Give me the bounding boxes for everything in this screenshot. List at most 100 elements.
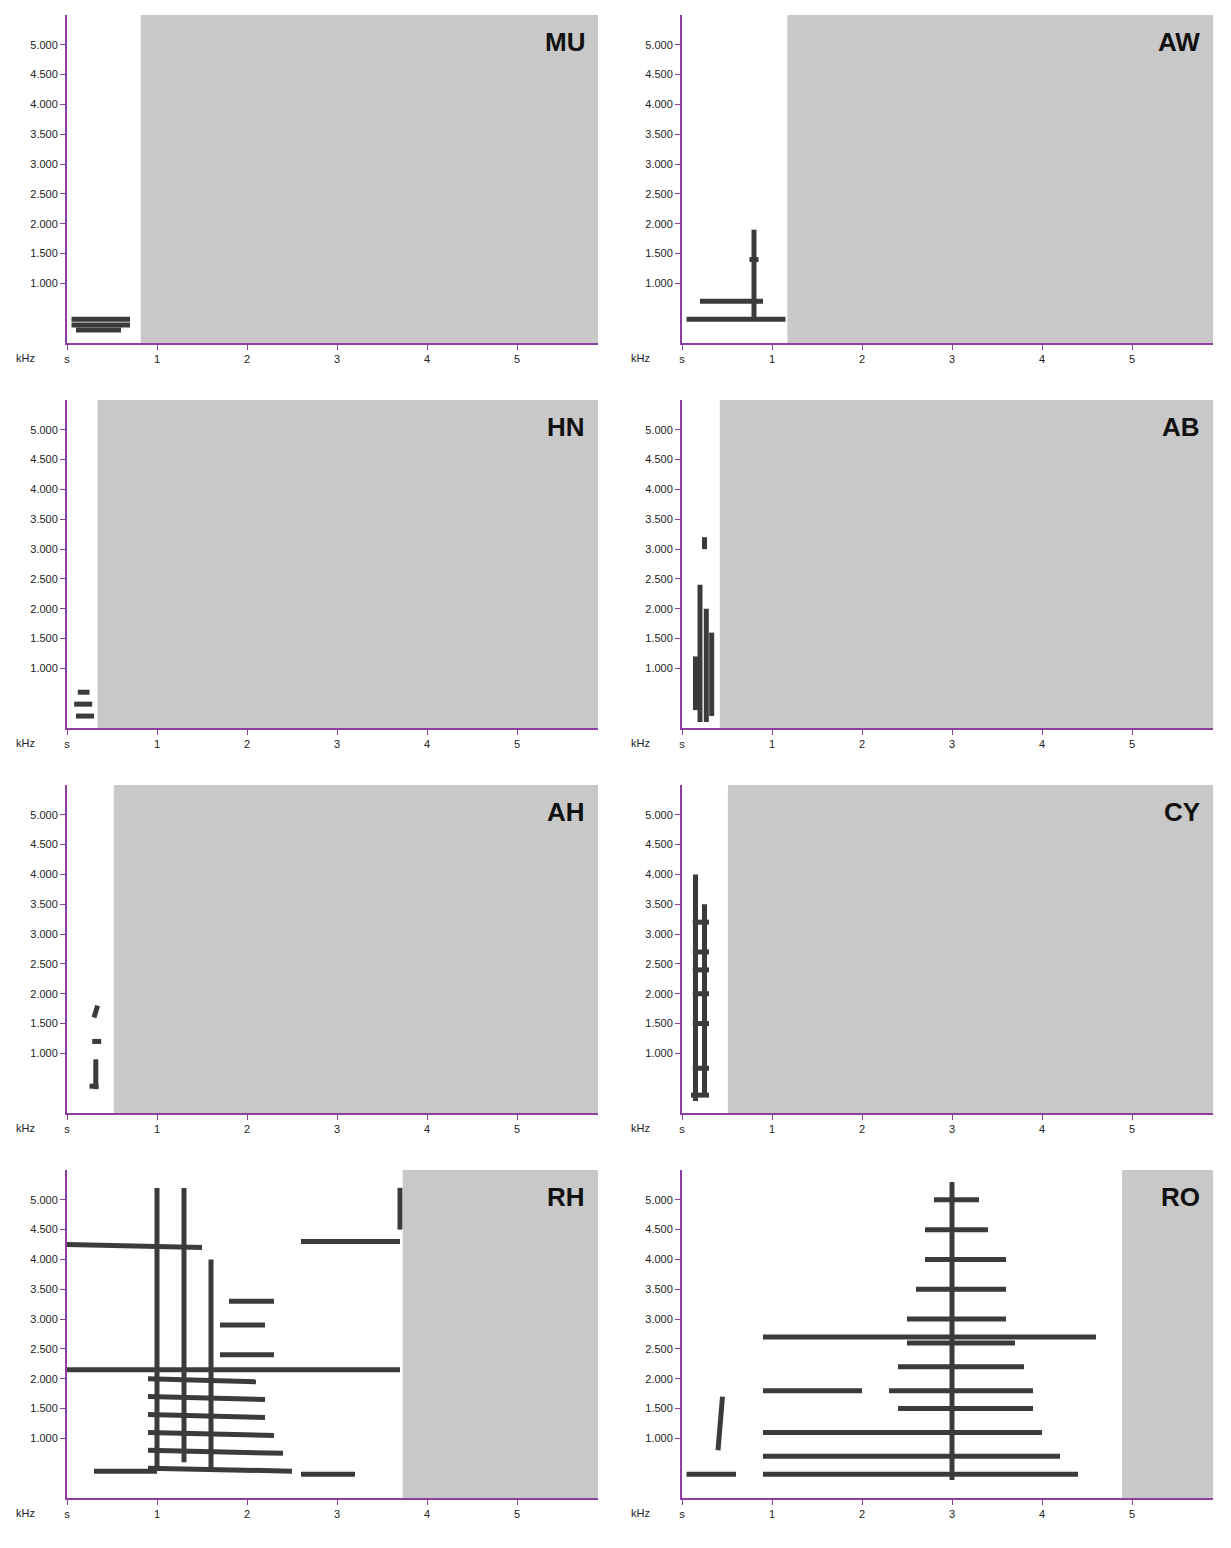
svg-text:1.000: 1.000	[645, 277, 673, 289]
svg-text:4: 4	[1039, 738, 1045, 750]
svg-text:3.000: 3.000	[30, 158, 58, 170]
svg-text:s: s	[64, 353, 70, 365]
svg-text:2.000: 2.000	[645, 218, 673, 230]
svg-text:kHz: kHz	[631, 1122, 650, 1134]
svg-text:CY: CY	[1164, 797, 1200, 827]
svg-text:3.000: 3.000	[645, 543, 673, 555]
svg-text:5: 5	[1129, 353, 1135, 365]
svg-text:kHz: kHz	[16, 1507, 35, 1519]
svg-text:s: s	[679, 1123, 685, 1135]
svg-text:3.500: 3.500	[645, 128, 673, 140]
svg-text:3.500: 3.500	[30, 898, 58, 910]
svg-text:2: 2	[244, 353, 250, 365]
svg-text:2: 2	[244, 1508, 250, 1520]
svg-text:kHz: kHz	[631, 1507, 650, 1519]
svg-text:2: 2	[859, 1123, 865, 1135]
svg-text:kHz: kHz	[631, 352, 650, 364]
svg-text:2.500: 2.500	[645, 188, 673, 200]
svg-text:3.000: 3.000	[645, 158, 673, 170]
svg-text:3.000: 3.000	[30, 1313, 58, 1325]
svg-text:3.000: 3.000	[645, 1313, 673, 1325]
svg-text:3: 3	[334, 1508, 340, 1520]
svg-text:1.000: 1.000	[645, 1432, 673, 1444]
svg-text:5: 5	[514, 738, 520, 750]
svg-text:4.500: 4.500	[645, 838, 673, 850]
svg-text:3.500: 3.500	[30, 128, 58, 140]
svg-text:5.000: 5.000	[30, 809, 58, 821]
svg-text:2.500: 2.500	[645, 573, 673, 585]
svg-text:4.000: 4.000	[30, 868, 58, 880]
svg-text:kHz: kHz	[16, 737, 35, 749]
svg-text:3.000: 3.000	[30, 543, 58, 555]
svg-text:kHz: kHz	[631, 737, 650, 749]
svg-text:3.500: 3.500	[645, 513, 673, 525]
svg-text:RH: RH	[547, 1182, 585, 1212]
svg-text:HN: HN	[547, 412, 585, 442]
svg-text:4: 4	[424, 1508, 430, 1520]
svg-text:3: 3	[949, 1123, 955, 1135]
svg-text:2: 2	[859, 353, 865, 365]
svg-text:2: 2	[859, 738, 865, 750]
svg-text:4.500: 4.500	[645, 453, 673, 465]
svg-text:2.500: 2.500	[30, 573, 58, 585]
svg-text:4: 4	[424, 1123, 430, 1135]
svg-text:4.000: 4.000	[645, 868, 673, 880]
svg-text:1: 1	[769, 1508, 775, 1520]
svg-text:1.000: 1.000	[30, 1432, 58, 1444]
svg-text:2.000: 2.000	[645, 603, 673, 615]
svg-text:5.000: 5.000	[645, 424, 673, 436]
svg-text:4.500: 4.500	[645, 68, 673, 80]
svg-text:2.000: 2.000	[30, 988, 58, 1000]
svg-text:3: 3	[334, 1123, 340, 1135]
svg-text:1: 1	[154, 1508, 160, 1520]
svg-text:3: 3	[949, 353, 955, 365]
svg-text:4.000: 4.000	[645, 483, 673, 495]
svg-text:AW: AW	[1158, 27, 1200, 57]
svg-text:s: s	[679, 738, 685, 750]
svg-text:2.500: 2.500	[30, 958, 58, 970]
svg-text:2.000: 2.000	[645, 1373, 673, 1385]
svg-text:2.000: 2.000	[30, 1373, 58, 1385]
svg-text:1.500: 1.500	[645, 1017, 673, 1029]
svg-text:1.000: 1.000	[645, 662, 673, 674]
svg-text:5: 5	[1129, 1123, 1135, 1135]
svg-text:5.000: 5.000	[645, 1194, 673, 1206]
svg-text:s: s	[64, 1123, 70, 1135]
svg-text:4.000: 4.000	[645, 98, 673, 110]
svg-text:3.500: 3.500	[645, 1283, 673, 1295]
svg-text:4.500: 4.500	[30, 1223, 58, 1235]
svg-text:4.000: 4.000	[645, 1253, 673, 1265]
svg-text:1: 1	[769, 353, 775, 365]
svg-text:1.500: 1.500	[30, 247, 58, 259]
svg-text:4: 4	[1039, 1123, 1045, 1135]
svg-text:5.000: 5.000	[30, 1194, 58, 1206]
svg-text:1.500: 1.500	[645, 1402, 673, 1414]
svg-text:3.500: 3.500	[30, 1283, 58, 1295]
svg-text:4: 4	[1039, 1508, 1045, 1520]
svg-text:4: 4	[1039, 353, 1045, 365]
svg-text:4: 4	[424, 738, 430, 750]
svg-text:s: s	[679, 353, 685, 365]
svg-text:1.000: 1.000	[30, 662, 58, 674]
svg-text:kHz: kHz	[16, 352, 35, 364]
svg-text:1: 1	[154, 353, 160, 365]
svg-text:1.500: 1.500	[645, 632, 673, 644]
svg-text:5.000: 5.000	[645, 39, 673, 51]
svg-text:5: 5	[1129, 1508, 1135, 1520]
svg-text:3.500: 3.500	[30, 513, 58, 525]
svg-text:5: 5	[514, 1508, 520, 1520]
svg-text:2.500: 2.500	[30, 188, 58, 200]
svg-text:4.000: 4.000	[30, 483, 58, 495]
svg-text:AH: AH	[547, 797, 585, 827]
svg-text:1.000: 1.000	[30, 1047, 58, 1059]
svg-text:s: s	[64, 738, 70, 750]
svg-text:RO: RO	[1161, 1182, 1200, 1212]
svg-text:2.500: 2.500	[645, 958, 673, 970]
svg-text:3: 3	[334, 738, 340, 750]
svg-text:5.000: 5.000	[30, 39, 58, 51]
svg-text:4: 4	[424, 353, 430, 365]
svg-text:2.000: 2.000	[30, 603, 58, 615]
svg-text:1: 1	[154, 1123, 160, 1135]
svg-text:2.500: 2.500	[30, 1343, 58, 1355]
svg-text:1: 1	[769, 1123, 775, 1135]
